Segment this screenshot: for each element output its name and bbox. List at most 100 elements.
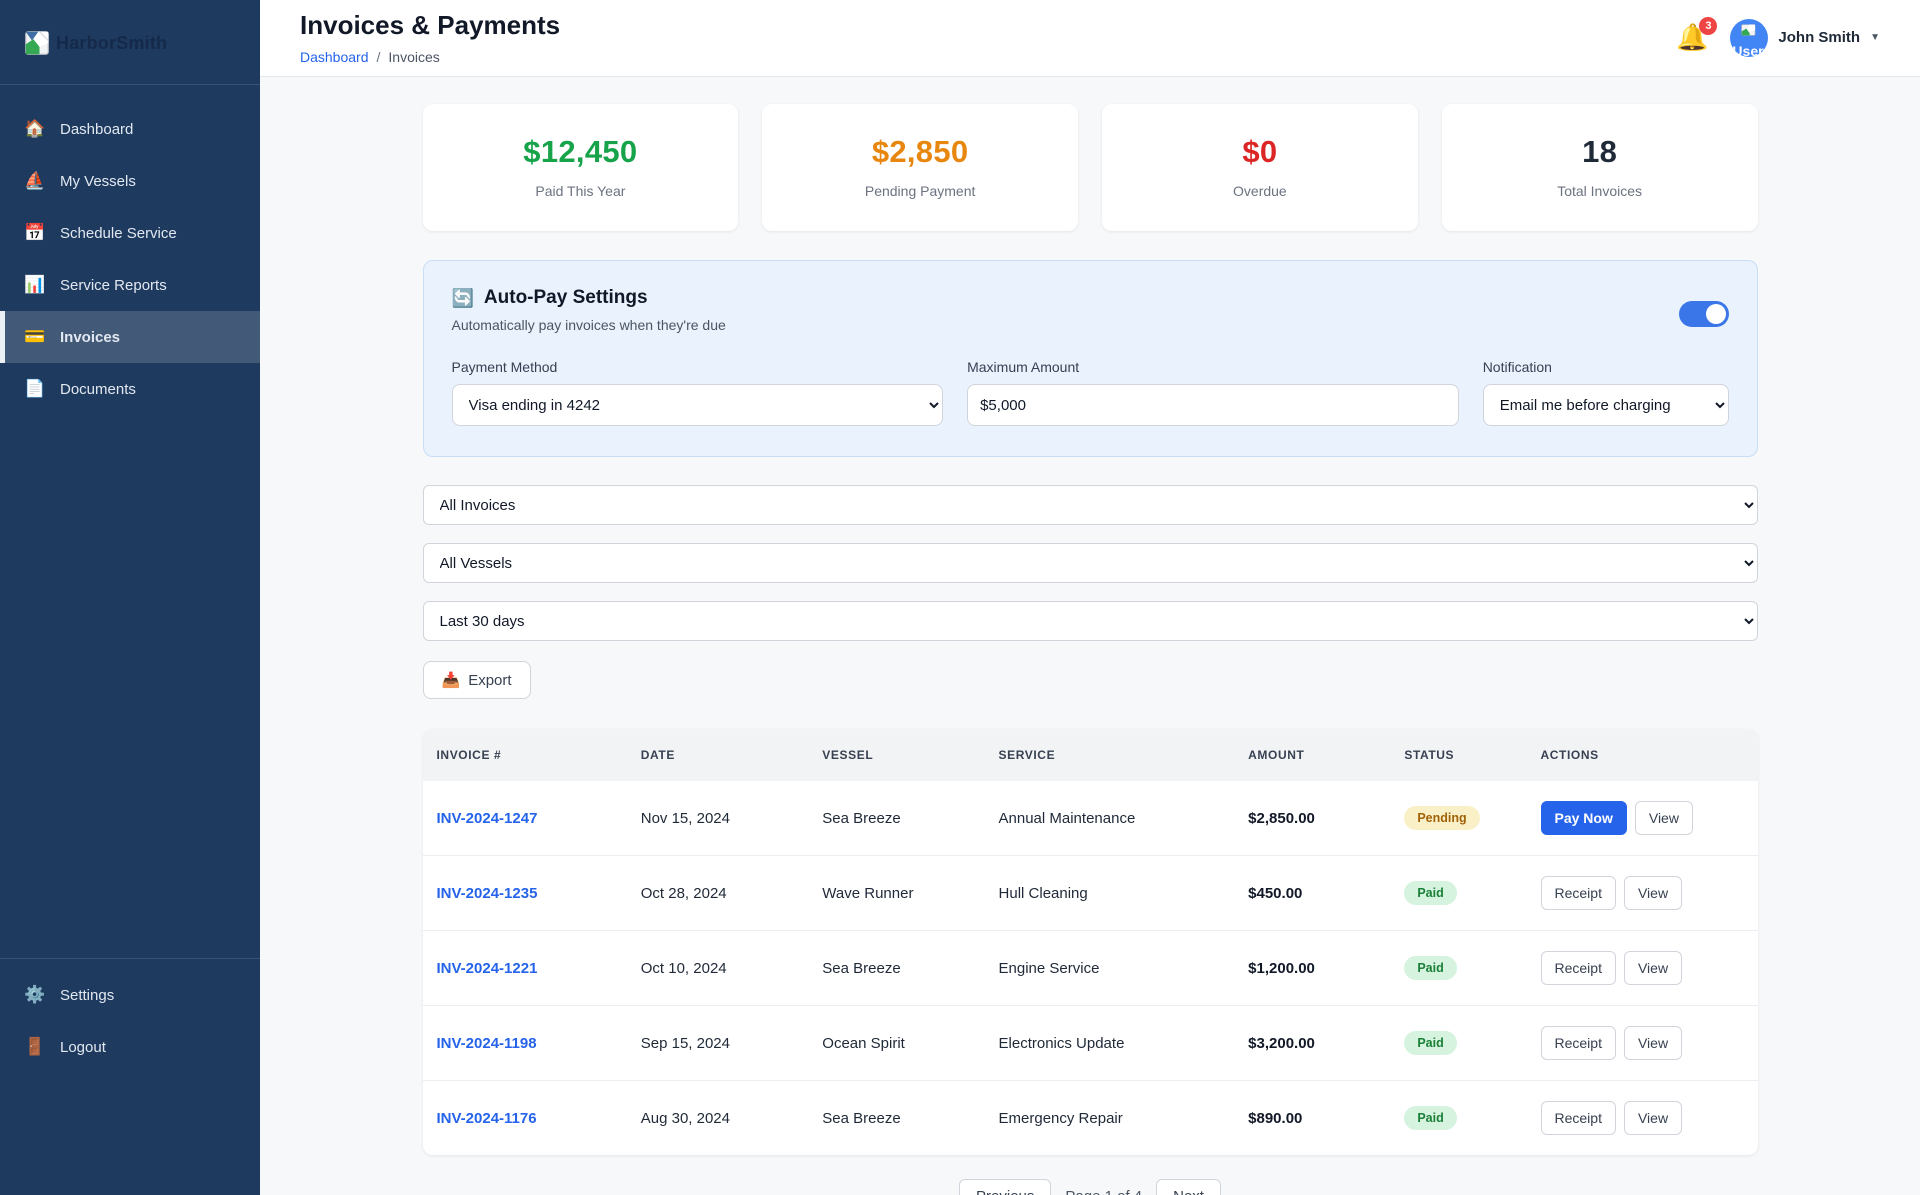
- invoice-vessel: Sea Breeze: [808, 1080, 985, 1155]
- autopay-field-notification: Notification Email me before charging: [1482, 359, 1729, 426]
- payment-method-select[interactable]: Visa ending in 4242: [451, 384, 944, 426]
- receipt-button[interactable]: Receipt: [1540, 1026, 1616, 1060]
- table-body: INV-2024-1247 Nov 15, 2024 Sea Breeze Annua…: [422, 781, 1758, 1155]
- sidebar-item-label: Invoices: [60, 328, 121, 346]
- header-left: Invoices & Payments Dashboard / Invoices: [300, 10, 560, 65]
- column-header-service: SERVICE: [984, 729, 1235, 781]
- sidebar-item-my-vessels[interactable]: ⛵ My Vessels: [0, 155, 260, 207]
- sidebar-item-documents[interactable]: 📄 Documents: [0, 363, 260, 415]
- sidebar-nav: 🏠 Dashboard ⛵ My Vessels 📅 Schedule Service 📊 S…: [0, 85, 260, 415]
- invoice-vessel: Wave Runner: [808, 855, 985, 931]
- bar-chart-icon: 📊: [24, 275, 46, 294]
- receipt-button[interactable]: Receipt: [1540, 876, 1616, 910]
- column-header-vessel: VESSEL: [808, 729, 985, 781]
- notification-select[interactable]: Email me before charging: [1482, 384, 1729, 426]
- refresh-icon: 🔄: [451, 287, 474, 308]
- gear-icon: ⚙️: [24, 985, 46, 1004]
- table-row-inv-2024-1247: INV-2024-1247 Nov 15, 2024 Sea Breeze Annua…: [423, 781, 1758, 856]
- card-label: Paid This Year: [535, 183, 626, 199]
- autopay-fields: Payment Method Visa ending in 4242 Maximum…: [451, 359, 1729, 426]
- export-button[interactable]: 📥 Export: [422, 661, 531, 699]
- view-button[interactable]: View: [1623, 1101, 1683, 1135]
- header-right: 🔔 3 User John Smith ▼: [1676, 17, 1880, 57]
- invoice-filter-select[interactable]: All Invoices: [422, 485, 1758, 525]
- column-header-amount: AMOUNT: [1234, 729, 1391, 781]
- export-button-label: Export: [468, 671, 512, 689]
- credit-card-icon: 💳: [24, 327, 46, 346]
- invoice-link[interactable]: INV-2024-1247: [436, 809, 538, 827]
- main-area: Invoices & Payments Dashboard / Invoices…: [260, 0, 1920, 1195]
- invoice-service: Engine Service: [984, 930, 1235, 1006]
- calendar-icon: 📅: [24, 223, 46, 242]
- notifications-button[interactable]: 🔔 3: [1676, 17, 1718, 51]
- row-actions: Receipt View: [1540, 1101, 1744, 1135]
- document-icon: 📄: [24, 379, 46, 398]
- invoice-link[interactable]: INV-2024-1176: [436, 1109, 537, 1127]
- notification-badge: 3: [1699, 17, 1718, 35]
- breadcrumb-separator: /: [376, 49, 381, 65]
- top-bar: Invoices & Payments Dashboard / Invoices…: [260, 0, 1920, 77]
- sidebar-item-logout[interactable]: 🚪 Logout: [0, 1021, 260, 1073]
- view-button[interactable]: View: [1623, 876, 1683, 910]
- field-label: Payment Method: [451, 359, 558, 375]
- invoice-link[interactable]: INV-2024-1198: [436, 1034, 537, 1052]
- receipt-button[interactable]: Receipt: [1540, 1101, 1616, 1135]
- invoice-service: Annual Maintenance: [998, 809, 1136, 827]
- column-header-invoice: INVOICE #: [422, 729, 627, 781]
- card-value: $0: [1242, 134, 1278, 169]
- sidebar-item-label: Service Reports: [60, 276, 167, 294]
- sidebar-item-dashboard[interactable]: 🏠 Dashboard: [0, 103, 260, 155]
- invoices-table: INVOICE # DATE VESSEL SERVICE AMOUNT STATUS AC…: [422, 729, 1758, 1155]
- receipt-button[interactable]: Receipt: [1540, 951, 1616, 985]
- autopay-toggle[interactable]: [1678, 301, 1729, 327]
- page-content: $12,450 Paid This Year $2,850 Pending Payme…: [422, 77, 1758, 1195]
- toggle-knob: [1705, 304, 1726, 324]
- field-control: Visa ending in 4242: [451, 384, 944, 426]
- sidebar-item-label: Logout: [60, 1038, 106, 1056]
- column-header-date: DATE: [626, 729, 809, 781]
- breadcrumb-dashboard-link[interactable]: Dashboard: [300, 49, 369, 65]
- autopay-title-text: Auto-Pay Settings: [483, 287, 648, 308]
- user-name: John Smith: [1778, 29, 1861, 46]
- brand-logo: HarborSmith: [0, 0, 260, 85]
- row-actions: Receipt View: [1540, 1026, 1744, 1060]
- sidebar-spacer: [0, 415, 260, 958]
- row-actions: Receipt View: [1540, 876, 1744, 910]
- sidebar-item-label: My Vessels: [60, 172, 136, 190]
- sidebar-item-invoices[interactable]: 💳 Invoices: [0, 311, 260, 363]
- view-button[interactable]: View: [1623, 951, 1683, 985]
- chevron-down-icon: ▼: [1870, 32, 1880, 43]
- invoice-link[interactable]: INV-2024-1221: [436, 959, 538, 977]
- autopay-header: 🔄 Auto-Pay Settings Automatically pay in…: [452, 287, 1729, 333]
- row-actions: Receipt View: [1540, 951, 1744, 985]
- sidebar-item-settings[interactable]: ⚙️ Settings: [0, 969, 260, 1021]
- invoice-service: Emergency Repair: [984, 1080, 1235, 1155]
- maximum-amount-input[interactable]: [967, 384, 1459, 426]
- summary-cards: $12,450 Paid This Year $2,850 Pending Payme…: [422, 104, 1758, 231]
- card-label: Overdue: [1233, 183, 1287, 199]
- autopay-field-maximum-amount: Maximum Amount: [967, 359, 1459, 426]
- card-value: 18: [1582, 134, 1618, 169]
- next-page-button[interactable]: Next: [1156, 1179, 1221, 1195]
- invoice-amount: $890.00: [1234, 1080, 1391, 1155]
- table-row-inv-2024-1198: INV-2024-1198 Sep 15, 2024 Ocean Spirit Ele…: [422, 1005, 1758, 1081]
- vessel-filter-select[interactable]: All Vessels: [422, 543, 1758, 583]
- view-button[interactable]: View: [1634, 801, 1693, 835]
- invoice-date: Sep 15, 2024: [626, 1005, 809, 1081]
- user-menu[interactable]: User John Smith ▼: [1730, 18, 1880, 57]
- invoice-link[interactable]: INV-2024-1235: [436, 884, 538, 902]
- pay-now-button[interactable]: Pay Now: [1540, 801, 1627, 835]
- card-label: Pending Payment: [864, 183, 976, 199]
- field-label: Maximum Amount: [967, 359, 1080, 375]
- sidebar-item-label: Dashboard: [60, 120, 134, 138]
- sidebar-item-service-reports[interactable]: 📊 Service Reports: [0, 259, 260, 311]
- pagination: Previous Page 1 of 4 Next: [423, 1179, 1758, 1195]
- date-range-filter-select[interactable]: Last 30 days: [422, 601, 1758, 641]
- status-badge: Paid: [1404, 881, 1457, 905]
- view-button[interactable]: View: [1623, 1026, 1683, 1060]
- previous-page-button[interactable]: Previous: [959, 1179, 1052, 1195]
- invoice-amount: $450.00: [1234, 855, 1391, 931]
- page-status: Page 1 of 4: [1065, 1188, 1142, 1195]
- summary-card-overdue: $0 Overdue: [1102, 104, 1418, 231]
- sidebar-item-schedule-service[interactable]: 📅 Schedule Service: [0, 207, 260, 259]
